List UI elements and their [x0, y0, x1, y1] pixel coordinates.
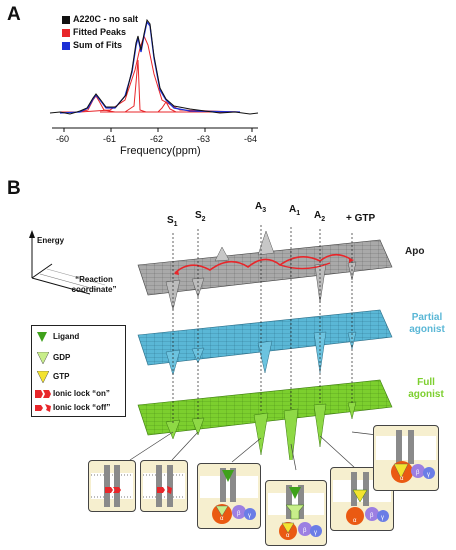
legend-label: A220C - no salt	[73, 14, 139, 24]
partial-agonist-surface	[137, 309, 393, 376]
ionic-lock-off-icon	[35, 404, 51, 412]
x-tick-label: -64	[244, 134, 258, 144]
sum-of-fits-curve	[59, 20, 241, 114]
panel-a-letter: A	[7, 4, 21, 25]
panel-b-letter: B	[7, 178, 21, 199]
energy-axes	[29, 230, 106, 295]
state-label-apo: Apo	[405, 246, 425, 257]
snapshot-box: α β γ	[197, 463, 261, 529]
g-beta-label: β	[303, 528, 307, 534]
x-tick-label: -62	[150, 134, 164, 144]
g-gamma-label: γ	[314, 530, 317, 536]
legend-swatch	[62, 29, 70, 37]
energy-landscape	[137, 225, 393, 460]
fitted-peak-curve	[60, 95, 240, 113]
site-label-gtp: + GTP	[346, 213, 376, 224]
state-label-partial-agonist: Partial agonist	[409, 312, 445, 335]
legend-label: Sum of Fits	[73, 40, 122, 50]
legend-label: GDP	[53, 353, 71, 362]
g-alpha-label: α	[220, 516, 224, 522]
site-label-a3: A3	[255, 201, 267, 214]
g-gamma-label: γ	[381, 515, 384, 521]
snapshot-box	[140, 460, 188, 512]
x-tick-label: -61	[103, 134, 117, 144]
legend-label: Ionic lock “on”	[53, 389, 110, 398]
g-beta-label: β	[416, 470, 420, 476]
fitted-peak-curve	[140, 101, 240, 113]
legend-swatch	[62, 42, 70, 50]
site-label-s2: S2	[195, 210, 206, 223]
snapshot-box	[88, 460, 136, 512]
ionic-lock-on-icon	[35, 390, 51, 398]
x-axis-label: Frequency(ppm)	[120, 145, 201, 157]
g-alpha-label: α	[400, 476, 404, 482]
legend-label: GTP	[53, 372, 70, 381]
state-label-full-agonist: Full agonist	[408, 377, 444, 400]
g-gamma-label: γ	[248, 513, 251, 519]
legend-swatch	[62, 16, 70, 24]
apo-surface	[137, 230, 393, 311]
snapshot-box: α β γ	[265, 480, 327, 546]
g-alpha-label: α	[286, 533, 290, 539]
x-tick-label: -63	[197, 134, 211, 144]
gtp-icon	[37, 371, 49, 383]
spectrum-curve	[49, 18, 259, 115]
site-label-a2: A2	[314, 210, 326, 223]
g-beta-label: β	[237, 511, 241, 517]
g-alpha-label: α	[353, 518, 357, 524]
ligand-icon	[37, 332, 47, 342]
legend-label: Ligand	[53, 332, 80, 341]
gdp-icon	[37, 352, 49, 364]
g-gamma-label: γ	[427, 472, 430, 478]
x-tick-label: -60	[56, 134, 70, 144]
legend-label: Fitted Peaks	[73, 27, 127, 37]
snapshot-box: α β γ	[373, 425, 439, 491]
g-beta-label: β	[370, 513, 374, 519]
nmr-spectrum-plot	[49, 18, 259, 132]
full-agonist-surface	[137, 379, 393, 460]
energy-axis-label: Energy	[37, 236, 65, 245]
reaction-coordinate-label: “Reaction coordinate”	[71, 275, 117, 294]
legend-label: Ionic lock “off”	[53, 403, 111, 412]
site-label-a1: A1	[289, 204, 301, 217]
site-label-s1: S1	[167, 215, 178, 228]
panel-b-legend: Ligand GDP GTP Ionic lock “on” Ionic loc…	[31, 325, 126, 417]
